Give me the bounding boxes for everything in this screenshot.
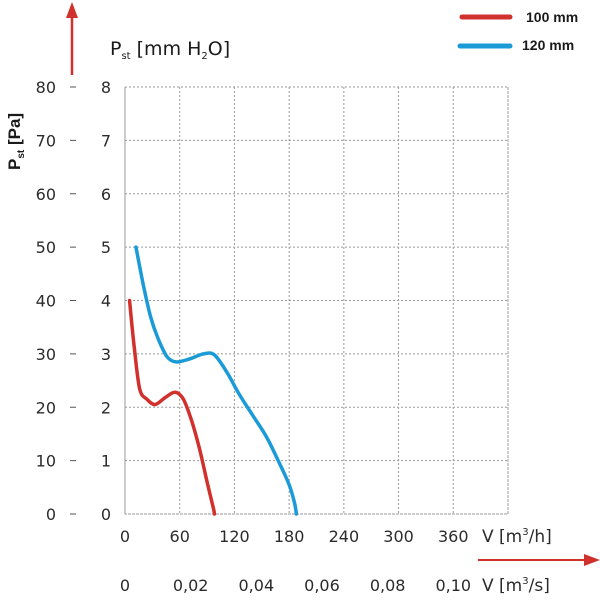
x-axis-bottom-tick-label: 0,06 xyxy=(304,576,340,595)
x-axis-top-tick-label: 0 xyxy=(120,527,130,546)
x-axis-bottom-tick-label: 0,10 xyxy=(435,576,471,595)
x-axis-top-tick-label: 60 xyxy=(170,527,190,546)
x-axis-bottom-tick-label: 0,02 xyxy=(173,576,209,595)
y-axis-right-tick-label: 3 xyxy=(101,345,111,364)
y-axis-left-tick-label: 20 xyxy=(36,398,56,417)
y-axis-right-ticks: 0 1 2 3 4 5 6 7 8 xyxy=(101,78,111,524)
y-axis-right-label: Pst [mm H2O] xyxy=(110,38,230,62)
x-axis-top-tick-label: 120 xyxy=(219,527,250,546)
x-axis-arrowhead xyxy=(584,554,600,566)
legend: 100 mm 120 mm xyxy=(457,9,578,53)
y-axis-left-tick-label: 60 xyxy=(36,185,56,204)
x-axis-bottom-tick-label: 0 xyxy=(120,576,130,595)
y-axis-left-tick-label: 0 xyxy=(46,505,56,524)
y-axis-left-tick-label: 50 xyxy=(36,238,56,257)
y-axis-left-tick-label: 70 xyxy=(36,131,56,150)
y-axis-arrowhead xyxy=(66,2,78,18)
y-axis-left-tick-label: 80 xyxy=(36,78,56,97)
x-axis-top-tick-label: 360 xyxy=(438,527,469,546)
x-axis-top-tick-label: 180 xyxy=(274,527,305,546)
y-axis-right-tick-label: 1 xyxy=(101,452,111,471)
y-axis-left-tick-label: 40 xyxy=(36,292,56,311)
x-axis-top-tick-label: 300 xyxy=(383,527,414,546)
chart-grid xyxy=(124,86,509,515)
series-group xyxy=(127,245,299,516)
y-axis-left-ticks: 0 10 20 30 40 50 60 70 80 xyxy=(36,78,76,524)
legend-label-100mm: 100 mm xyxy=(526,9,578,25)
y-axis-right-tick-label: 0 xyxy=(101,505,111,524)
y-axis-right-tick-label: 5 xyxy=(101,238,111,257)
x-axis-top-tick-label: 240 xyxy=(329,527,360,546)
y-axis-right-tick-label: 8 xyxy=(101,78,111,97)
x-axis-bottom-tick-label: 0,08 xyxy=(370,576,406,595)
x-axis-top-ticks: 0 60 120 180 240 300 360 xyxy=(120,527,469,546)
series-line-120mm xyxy=(134,245,299,516)
y-axis-right-tick-label: 7 xyxy=(101,131,111,150)
legend-label-120mm: 120 mm xyxy=(522,37,574,53)
series-line-100mm xyxy=(127,298,217,516)
y-axis-right-tick-label: 6 xyxy=(101,185,111,204)
x-axis-top-label: V [m3/h] xyxy=(482,527,552,547)
x-axis-bottom-tick-label: 0,04 xyxy=(239,576,275,595)
x-axis-bottom-ticks: 0 0,02 0,04 0,06 0,08 0,10 xyxy=(120,576,471,595)
y-axis-left-label: Pst [Pa] xyxy=(5,113,27,170)
y-axis-right-tick-label: 4 xyxy=(101,292,111,311)
y-axis-right-tick-label: 2 xyxy=(101,398,111,417)
x-axis-bottom-label: V [m3/s] xyxy=(482,576,550,596)
y-axis-left-tick-label: 10 xyxy=(36,452,56,471)
y-axis-left-tick-label: 30 xyxy=(36,345,56,364)
